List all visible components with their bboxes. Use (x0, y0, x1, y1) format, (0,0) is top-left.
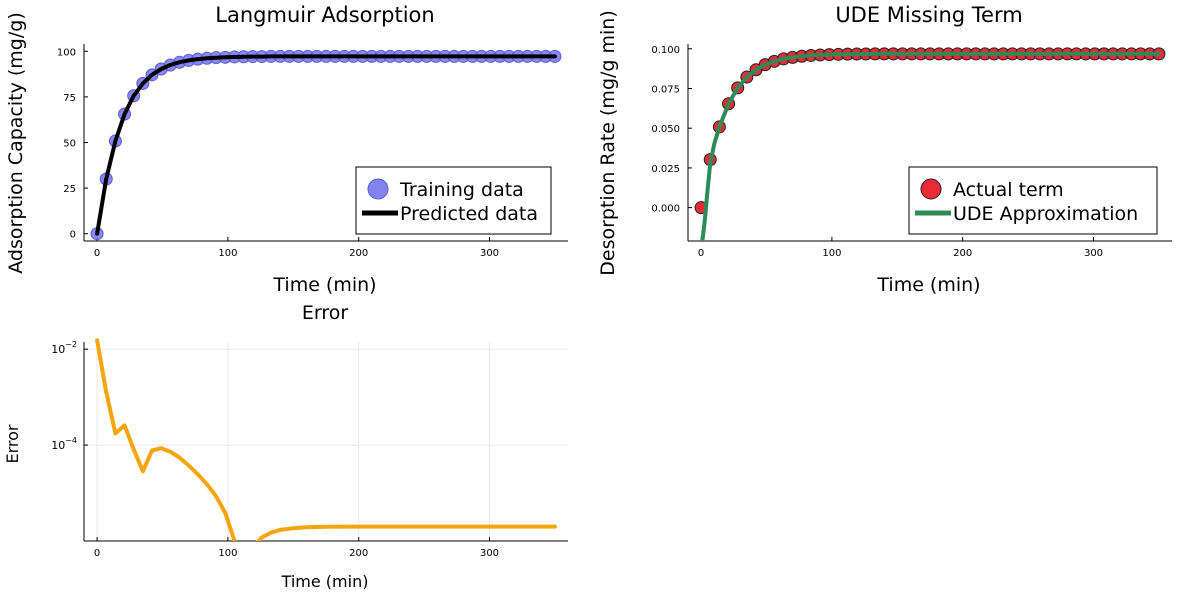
y-tick-label: 25 (63, 184, 76, 195)
x-tick-label: 300 (1084, 248, 1103, 259)
legend-label: Training data (399, 179, 524, 201)
x-tick-label: 100 (218, 248, 237, 259)
legend-label: Actual term (953, 179, 1064, 201)
ude-series-1 (700, 51, 1161, 241)
ude-x-axis-label: Time (min) (876, 274, 980, 296)
legend-box (355, 166, 552, 235)
langmuir-x-axis-label: Time (min) (272, 274, 376, 296)
legend-marker-swatch (920, 178, 942, 200)
series-line (700, 51, 1161, 241)
langmuir-y-axis-label: Adsorption Capacity (mg/g) (5, 12, 27, 273)
y-tick-label: 0.075 (651, 84, 680, 95)
x-tick-label: 200 (953, 248, 972, 259)
error-title: Error (302, 302, 349, 324)
error-y-axis-label: Error (3, 424, 22, 463)
error-panel: Error 0 100 200 300 10−2 10−4 Time (min) Erro… (3, 302, 568, 591)
legend-label: Predicted data (400, 203, 538, 225)
ude-y-axis-label: Desorption Rate (mg/g min) (597, 10, 619, 275)
error-x-axis-label: Time (min) (281, 572, 369, 591)
ude-plot-area: 0 100 200 300 0.000 0.025 0.050 0.075 0.100 Actua… (651, 44, 1172, 259)
y-tick-label: 0.100 (651, 45, 680, 56)
ude-missing-term-panel: UDE Missing Term 0 100 200 300 0.000 0.025 0.0… (597, 3, 1172, 296)
y-tick-label: 10−2 (51, 340, 77, 356)
y-tick-label: 100 (57, 47, 76, 58)
y-tick-exponent: −4 (65, 436, 77, 445)
x-tick-label: 200 (349, 248, 368, 259)
legend-box (908, 166, 1158, 235)
x-tick-label: 300 (480, 548, 499, 559)
x-tick-label: 0 (94, 248, 100, 259)
y-tick-label: 0.025 (651, 164, 680, 175)
y-tick-label: 10−4 (51, 436, 77, 452)
y-tick-label: 0.050 (651, 124, 680, 135)
langmuir-title: Langmuir Adsorption (215, 3, 434, 27)
legend-label: UDE Approximation (953, 203, 1138, 225)
series-line (95, 338, 557, 541)
langmuir-series-1 (95, 54, 557, 236)
y-tick-label: 50 (63, 139, 76, 150)
y-tick-label: 0.000 (651, 204, 680, 215)
y-tick-exponent: −2 (65, 340, 77, 349)
x-tick-label: 0 (94, 548, 100, 559)
y-tick-label: 0 (70, 230, 76, 241)
ude-title: UDE Missing Term (835, 3, 1022, 27)
error-series-0 (95, 338, 557, 541)
langmuir-plot-area: 0 100 200 300 0 25 50 75 100 Training dataPredict… (57, 44, 568, 259)
error-gridlines (84, 342, 568, 541)
error-plot-area: 0 100 200 300 10−2 10−4 (51, 338, 568, 559)
x-tick-label: 300 (480, 248, 499, 259)
series-line (95, 54, 557, 236)
legend-marker-swatch (367, 178, 389, 200)
x-tick-label: 200 (349, 548, 368, 559)
x-tick-label: 100 (218, 548, 237, 559)
x-tick-label: 100 (822, 248, 841, 259)
y-tick-label: 75 (63, 93, 76, 104)
langmuir-adsorption-panel: Langmuir Adsorption 0 100 200 300 0 25 50 75 100… (5, 3, 568, 296)
x-tick-label: 0 (698, 248, 704, 259)
